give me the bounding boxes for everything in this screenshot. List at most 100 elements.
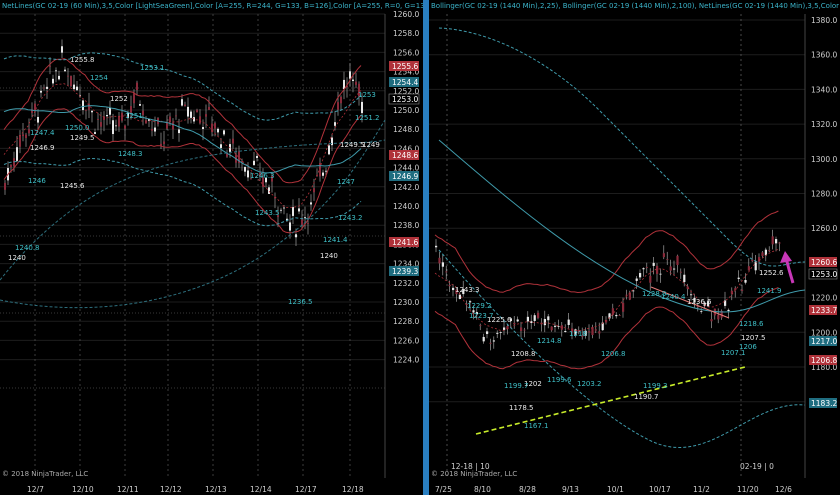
candle-body xyxy=(142,110,144,116)
x-tick-label: 12/18 xyxy=(342,485,364,494)
price-annotation: 1251 xyxy=(125,112,143,120)
candle-body xyxy=(73,84,75,90)
price-tag-box xyxy=(389,61,419,71)
candle-body xyxy=(349,71,351,79)
candle-body xyxy=(301,219,303,226)
y-tick-label: 1220.0 xyxy=(811,294,837,303)
candle-body xyxy=(567,319,570,325)
lower-envelope xyxy=(0,119,386,309)
price-tag-label: 1253.0 xyxy=(811,270,837,279)
price-annotation: 1241.9 xyxy=(757,287,782,295)
price-annotation: 1253 xyxy=(358,91,376,99)
candle-body xyxy=(115,125,117,127)
candle-body xyxy=(280,209,282,211)
price-annotation: 1249.5 xyxy=(340,141,365,149)
right-indicator-header: Bollinger(GC 02-19 (1440 Min),2,25), Bol… xyxy=(431,2,840,10)
price-tag: 1233.7 xyxy=(809,305,837,315)
candle-body xyxy=(475,312,478,315)
candle-body xyxy=(557,326,560,327)
price-annotation: 1236.6 xyxy=(687,298,712,306)
y-tick-label: 1230.0 xyxy=(393,298,419,307)
candle-body xyxy=(479,325,482,327)
x-tick-label: 8/28 xyxy=(519,485,536,494)
y-tick-label: 1224.0 xyxy=(393,356,419,365)
candle-body xyxy=(605,320,608,323)
y-tick-label: 1242.0 xyxy=(393,183,419,192)
candle-body xyxy=(37,116,39,123)
candle-body xyxy=(49,65,51,67)
candle-body xyxy=(703,302,706,307)
candle-body xyxy=(669,266,672,271)
y-tick-label: 1252.0 xyxy=(393,87,419,96)
y-tick-label: 1256.0 xyxy=(393,48,419,57)
candle-body xyxy=(298,208,300,212)
resistance-line xyxy=(650,286,730,319)
candle-body xyxy=(550,326,553,331)
y-tick-label: 1248.0 xyxy=(393,125,419,134)
candle-body xyxy=(632,290,635,292)
price-annotation: 1243.5 xyxy=(255,209,280,217)
candle-body xyxy=(530,321,533,323)
y-tick-label: 1320.0 xyxy=(811,120,837,129)
candle-body xyxy=(250,178,252,180)
candle-body xyxy=(136,82,138,91)
price-tag-box xyxy=(809,305,837,315)
price-tag-box xyxy=(809,355,837,365)
candle-body xyxy=(217,128,219,133)
session-date-marker: 12-18 | 10 xyxy=(451,462,490,471)
candle-body xyxy=(717,314,720,320)
candle-body xyxy=(778,242,781,244)
bollinger-mid-short xyxy=(434,248,779,332)
candle-body xyxy=(328,145,330,155)
price-annotation: 1199.7 xyxy=(504,382,529,390)
candle-body xyxy=(520,327,523,332)
candle-body xyxy=(106,114,108,117)
candle-body xyxy=(700,311,703,312)
candle-body xyxy=(271,175,273,182)
x-tick-label: 7/25 xyxy=(435,485,452,494)
candle-body xyxy=(322,172,324,176)
left-chart-panel[interactable]: NetLines(GC 02-19 (60 Min),3,5,Color [Li… xyxy=(0,0,423,495)
candle-body xyxy=(751,259,754,262)
price-tag-label: 1248.6 xyxy=(392,151,418,160)
bollinger-lower-long xyxy=(3,157,362,227)
candle-body xyxy=(635,278,638,281)
candle-body xyxy=(307,223,309,224)
candle-body xyxy=(256,156,258,159)
candle-body xyxy=(103,116,105,120)
y-tick-label: 1228.0 xyxy=(393,317,419,326)
candle-body xyxy=(58,75,60,80)
right-chart-panel[interactable]: Bollinger(GC 02-19 (1440 Min),2,25), Bol… xyxy=(429,0,840,495)
price-tag-box xyxy=(389,237,419,247)
price-annotation: 1214.8 xyxy=(537,337,562,345)
candle-body xyxy=(196,109,198,113)
candle-body xyxy=(241,160,243,163)
price-tag-box xyxy=(389,150,419,160)
panel-divider[interactable] xyxy=(423,0,429,495)
candle-body xyxy=(673,268,676,270)
candle-body xyxy=(686,286,689,289)
price-tag-label: 1241.6 xyxy=(392,238,418,247)
candle-body xyxy=(118,116,120,127)
candle-body xyxy=(139,104,141,106)
candle-body xyxy=(734,288,737,291)
bollinger-upper-short xyxy=(434,210,779,294)
price-tag-box xyxy=(808,268,838,280)
y-tick-label: 1254.0 xyxy=(393,68,419,77)
candle-body xyxy=(506,326,509,329)
candle-body xyxy=(259,172,261,176)
price-annotation: 1246.3 xyxy=(250,172,275,180)
x-tick-label: 10/17 xyxy=(649,485,671,494)
candle-body xyxy=(244,167,246,172)
candle-body xyxy=(656,265,659,274)
candle-body xyxy=(625,294,628,296)
candle-body xyxy=(61,46,63,53)
candle-body xyxy=(724,300,727,306)
right-price-chart[interactable]: 1380.0 1360.0 1340.0 1320.0 1300.0 1280.0 1260… xyxy=(429,0,840,495)
left-price-chart[interactable]: 1260.0 1258.0 1256.0 1254.0 1252.0 1250.0 1248… xyxy=(0,0,423,495)
price-tag: 1255.6 xyxy=(389,61,419,71)
price-annotation: 1228.9 xyxy=(642,290,667,298)
candle-body xyxy=(214,123,216,129)
candle-body xyxy=(581,335,584,337)
candle-body xyxy=(283,207,285,209)
